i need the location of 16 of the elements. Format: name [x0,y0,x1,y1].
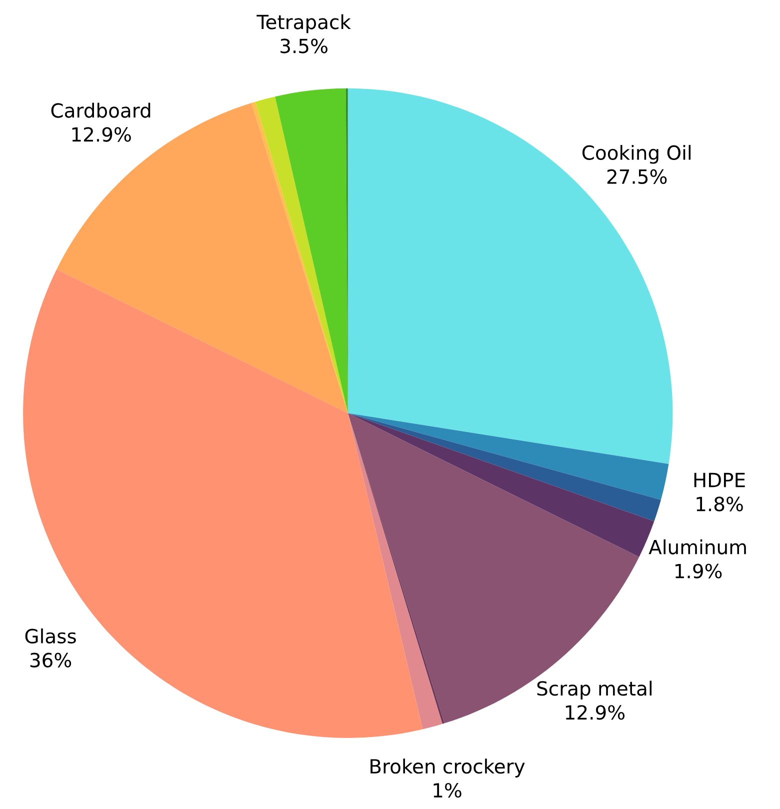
slice-label: Aluminum [648,539,746,554]
slice-label: Glass [25,628,76,644]
slice-label: Tetrapack [256,14,351,34]
slice-label: Cardboard [51,102,150,118]
slice-label: HDPE [694,472,745,488]
data-label: 12.9% [566,705,625,720]
data-label: 1.8% [696,496,743,512]
data-label: 1% [434,782,462,798]
data-label: 36% [30,652,72,668]
data-label: 27.5% [607,169,667,184]
data-label: 12.9% [72,127,131,142]
data-label: 3.5% [280,38,328,54]
data-label: 1.9% [676,564,722,578]
slice-label: Scrap metal [537,680,652,700]
slice-label: Broken crockery [370,758,525,778]
slice-label: Cooking Oil [582,144,691,164]
